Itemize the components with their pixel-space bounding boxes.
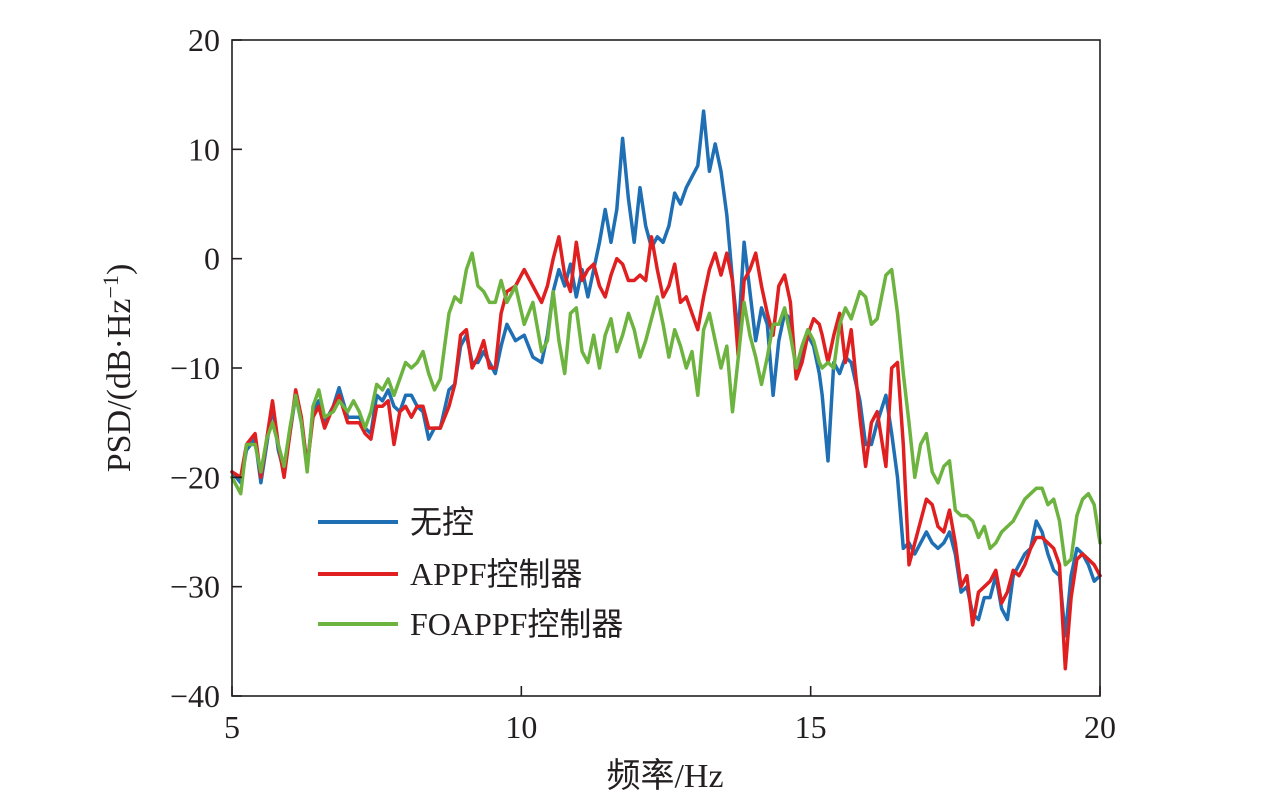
y-axis-title-hz: Hz bbox=[101, 298, 138, 338]
y-tick-label-4: −20 bbox=[170, 459, 220, 495]
y-tick-label-5: −30 bbox=[170, 569, 220, 605]
legend-label-2: FOAPPF控制器 bbox=[410, 606, 623, 642]
y-axis-title-superscript: −1 bbox=[98, 275, 123, 298]
legend: 无控 APPF控制器 FOAPPF控制器 bbox=[318, 504, 623, 642]
x-tick-label-3: 20 bbox=[1084, 709, 1116, 745]
x-tick-label-1: 10 bbox=[505, 709, 537, 745]
legend-label-0: 无控 bbox=[410, 504, 474, 540]
y-tick-label-0: 20 bbox=[188, 22, 220, 58]
y-tick-label-1: 10 bbox=[188, 131, 220, 167]
series-line-0 bbox=[230, 109, 1102, 638]
x-tick-label-2: 15 bbox=[795, 709, 827, 745]
y-axis-title: PSD/(dB·Hz−1) bbox=[98, 264, 138, 473]
y-axis-title-dot: · bbox=[101, 338, 138, 349]
ticks-layer: 5 10 15 20 20 10 0 −10 −20 −30 −40 bbox=[170, 22, 1116, 745]
y-axis-title-close: ) bbox=[101, 264, 138, 275]
series-line-1 bbox=[230, 235, 1102, 671]
x-axis-title: 频率/Hz bbox=[606, 757, 723, 795]
y-axis-title-main: PSD/(dB bbox=[101, 349, 138, 472]
y-tick-label-2: 0 bbox=[204, 241, 220, 277]
y-tick-label-6: −40 bbox=[170, 678, 220, 714]
legend-label-1: APPF控制器 bbox=[410, 556, 583, 592]
series-layer bbox=[230, 109, 1102, 671]
x-tick-label-0: 5 bbox=[224, 709, 240, 745]
series-line-2 bbox=[230, 251, 1102, 567]
y-tick-label-3: −10 bbox=[170, 350, 220, 386]
